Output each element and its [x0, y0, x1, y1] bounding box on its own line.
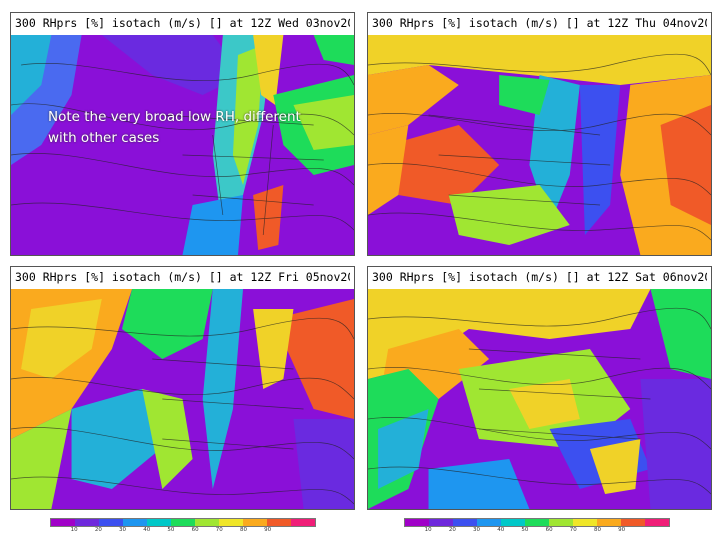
colorbar-swatch	[405, 519, 429, 526]
colorbar-tick-label: 30	[119, 527, 127, 533]
colorbar-swatch	[147, 519, 171, 526]
rh-map	[11, 35, 354, 255]
colorbar-swatch	[645, 519, 669, 526]
colorbar-swatch	[429, 519, 453, 526]
colorbar-swatch	[267, 519, 291, 526]
annotation-line-2: with other cases	[48, 130, 160, 146]
colorbar-tick-label: 10	[424, 527, 432, 533]
colorbar-swatches	[404, 518, 670, 527]
colorbar-tick-label: 60	[191, 527, 199, 533]
rh-map	[368, 289, 711, 509]
colorbar-tick-label: 90	[618, 527, 626, 533]
colorbar-swatch	[195, 519, 219, 526]
colorbar-tick-label: 50	[521, 527, 529, 533]
colorbar-swatch	[525, 519, 549, 526]
colorbar-tick-label: 60	[545, 527, 553, 533]
map-panel-1: 300 RHprs [%] isotach (m/s) [] at 12Z We…	[10, 12, 355, 256]
map-panel-3: 300 RHprs [%] isotach (m/s) [] at 12Z Fr…	[10, 266, 355, 510]
colorbar-swatch	[501, 519, 525, 526]
colorbar-swatch	[453, 519, 477, 526]
rh-map	[11, 289, 354, 509]
colorbar-tick-label: 40	[143, 527, 151, 533]
colorbar-tick-label: 10	[70, 527, 78, 533]
colorbar-tick-label: 50	[167, 527, 175, 533]
panel-title: 300 RHprs [%] isotach (m/s) [] at 12Z Fr…	[15, 270, 350, 284]
colorbar-swatch	[573, 519, 597, 526]
colorbar-tick-label: 70	[215, 527, 223, 533]
colorbar-swatch	[99, 519, 123, 526]
colorbar-tick-label: 70	[569, 527, 577, 533]
colorbar-swatch	[291, 519, 315, 526]
colorbar-tick-labels: 10 20 30 40 50 60 70 80 90	[50, 527, 316, 536]
colorbar-tick-label: 20	[448, 527, 456, 533]
panel-title: 300 RHprs [%] isotach (m/s) [] at 12Z Sa…	[372, 270, 707, 284]
colorbar-swatch	[621, 519, 645, 526]
colorbar-tick-labels: 10 20 30 40 50 60 70 80 90	[404, 527, 670, 536]
colorbar-swatch	[477, 519, 501, 526]
colorbar-swatch	[51, 519, 75, 526]
colorbar-swatch	[75, 519, 99, 526]
map-panel-2: 300 RHprs [%] isotach (m/s) [] at 12Z Th…	[367, 12, 712, 256]
colorbar-swatch	[549, 519, 573, 526]
colorbar-tick-label: 30	[473, 527, 481, 533]
colorbar-tick-label: 20	[94, 527, 102, 533]
colorbar-left: 10 20 30 40 50 60 70 80 90	[50, 518, 316, 536]
colorbar-swatch	[243, 519, 267, 526]
colorbar-swatch	[219, 519, 243, 526]
colorbar-tick-label: 80	[239, 527, 247, 533]
colorbar-swatches	[50, 518, 316, 527]
annotation-line-1: Note the very broad low RH, different	[48, 109, 301, 125]
panel-title: 300 RHprs [%] isotach (m/s) [] at 12Z Th…	[372, 16, 707, 30]
colorbar-tick-label: 90	[264, 527, 272, 533]
colorbar-tick-label: 80	[593, 527, 601, 533]
panel-title: 300 RHprs [%] isotach (m/s) [] at 12Z We…	[15, 16, 350, 30]
colorbar-swatch	[597, 519, 621, 526]
colorbar-right: 10 20 30 40 50 60 70 80 90	[404, 518, 670, 536]
colorbar-swatch	[171, 519, 195, 526]
map-panel-4: 300 RHprs [%] isotach (m/s) [] at 12Z Sa…	[367, 266, 712, 510]
annotation-note: Note the very broad low RH, different wi…	[48, 107, 338, 149]
colorbar-tick-label: 40	[497, 527, 505, 533]
colorbar-swatch	[123, 519, 147, 526]
rh-map	[368, 35, 711, 255]
